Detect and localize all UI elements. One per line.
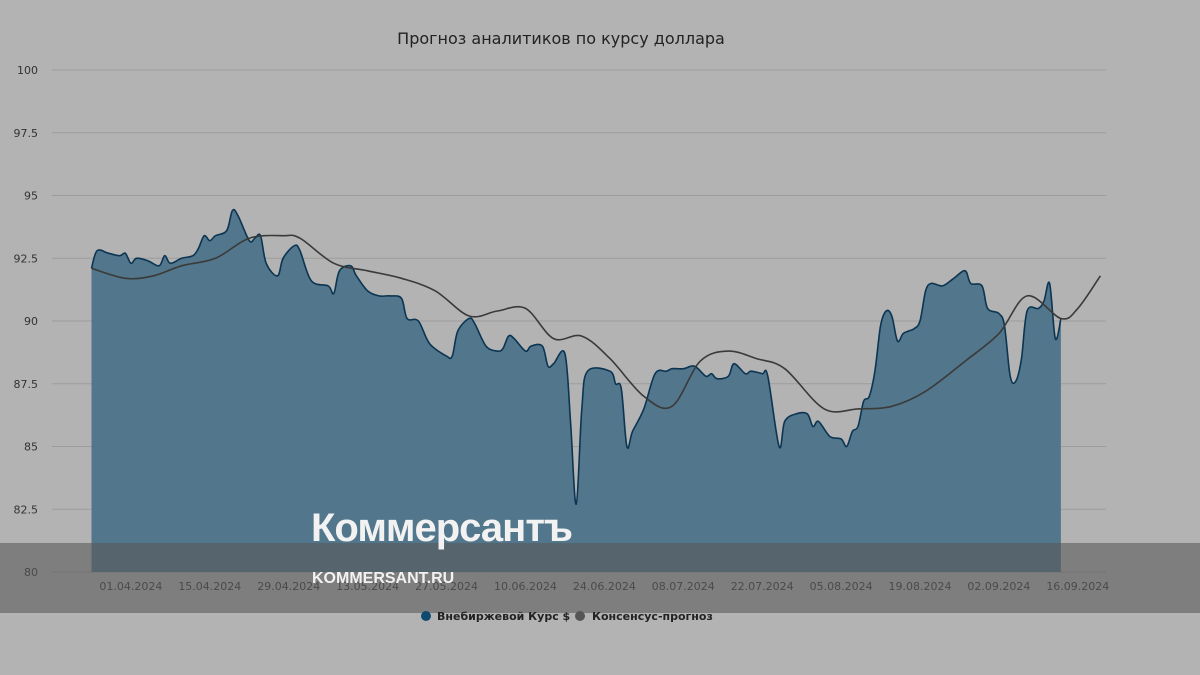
y-tick-label: 97.5 [14,127,39,140]
series [90,208,1102,573]
legend-marker-series-2 [575,611,585,621]
legend-marker-series-1 [421,611,431,621]
watermark-url: KOMMERSANT.RU [312,570,454,587]
series-line-consensus [91,234,1102,413]
y-tick-label: 100 [17,64,38,77]
series-line-otc-rate [90,208,1062,506]
y-tick-label: 85 [24,441,38,454]
watermark-brand: Коммерсантъ [311,506,572,550]
y-tick-label: 90 [24,315,38,328]
legend-item-series-2[interactable]: Консенсус-прогноз [575,610,713,623]
series-area-fill [91,209,1061,573]
watermark-band [0,543,1200,613]
legend-label-series-2: Консенсус-прогноз [592,610,713,623]
y-tick-label: 87.5 [14,378,39,391]
legend-label-series-1: Внебиржевой Курс $ [437,610,570,623]
legend: Внебиржевой Курс $ Консенсус-прогноз [421,610,713,623]
legend-item-series-1[interactable]: Внебиржевой Курс $ [421,610,570,623]
y-tick-label: 82.5 [14,503,39,516]
y-tick-label: 92.5 [14,252,39,265]
chart-title: Прогноз аналитиков по курсу доллара [397,29,725,48]
y-tick-label: 95 [24,190,38,203]
